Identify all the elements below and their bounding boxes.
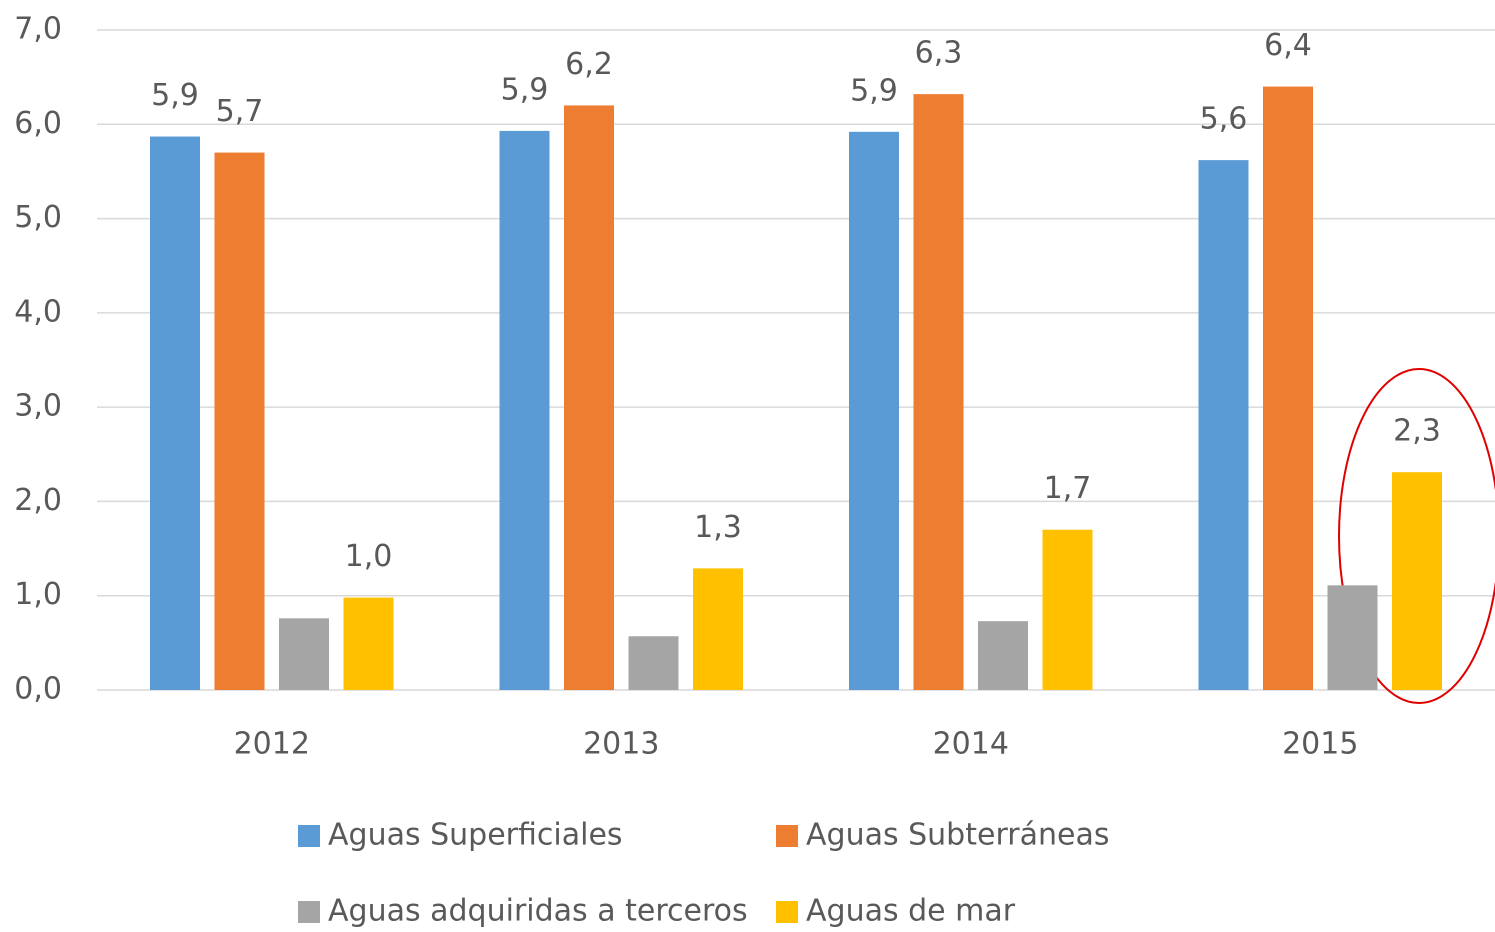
x-tick-label: 2012	[234, 727, 310, 762]
data-label: 5,9	[850, 73, 898, 108]
x-tick-label: 2014	[933, 727, 1009, 762]
bar	[849, 131, 899, 691]
bar	[279, 618, 329, 690]
bar	[1327, 585, 1378, 690]
data-label: 2,3	[1393, 414, 1441, 449]
bar	[1042, 529, 1093, 690]
bar	[978, 621, 1028, 690]
legend-label: Aguas Superficiales	[328, 818, 623, 853]
bar	[628, 636, 679, 690]
bar	[1392, 472, 1442, 690]
y-tick-label: 2,0	[14, 483, 62, 518]
data-label: 1,7	[1044, 471, 1092, 506]
bar	[1263, 86, 1313, 691]
data-label: 5,9	[501, 72, 549, 107]
highlight-ellipse	[1338, 368, 1495, 704]
data-label: 5,7	[216, 94, 264, 129]
y-tick-label: 5,0	[14, 200, 62, 235]
bar	[499, 130, 550, 690]
legend-swatch	[776, 901, 798, 923]
bar	[343, 597, 394, 690]
bar	[150, 136, 200, 691]
bar	[913, 94, 964, 691]
x-tick-label: 2013	[583, 727, 659, 762]
bar	[564, 105, 614, 690]
data-label: 6,3	[915, 36, 963, 71]
y-tick-label: 7,0	[14, 12, 62, 47]
x-tick-label: 2015	[1282, 727, 1358, 762]
y-tick-label: 6,0	[14, 106, 62, 141]
legend-label: Aguas adquiridas a terceros	[328, 894, 748, 929]
y-tick-label: 4,0	[14, 294, 62, 329]
data-label: 6,2	[565, 47, 613, 82]
legend-label: Aguas Subterráneas	[806, 818, 1109, 853]
data-label: 1,0	[345, 539, 393, 574]
bar	[693, 568, 743, 690]
legend-swatch	[298, 825, 320, 847]
y-tick-label: 1,0	[14, 577, 62, 612]
data-label: 5,9	[151, 78, 199, 113]
legend-swatch	[298, 901, 320, 923]
data-label: 5,6	[1200, 102, 1248, 137]
data-label: 6,4	[1264, 28, 1312, 63]
bar	[214, 152, 265, 691]
legend-label: Aguas de mar	[806, 894, 1016, 929]
y-tick-label: 3,0	[14, 389, 62, 424]
y-tick-label: 0,0	[14, 672, 62, 707]
bar	[1198, 160, 1249, 691]
data-label: 1,3	[694, 510, 742, 545]
legend-swatch	[776, 825, 798, 847]
